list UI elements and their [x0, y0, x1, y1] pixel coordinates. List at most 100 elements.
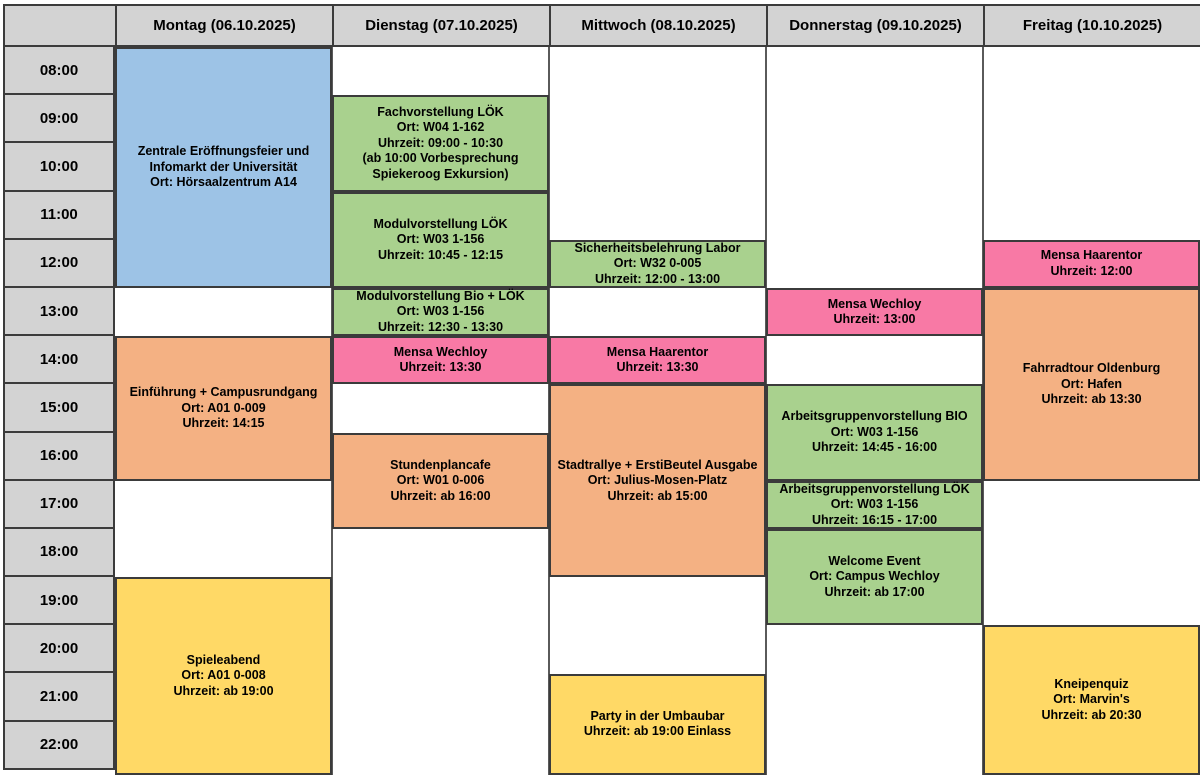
day-header-freitag: Freitag (10.10.2025) [983, 6, 1200, 45]
event-line: (ab 10:00 Vorbesprechung Spiekeroog Exku… [362, 151, 519, 181]
event-mensa-wechloy-donnerstag[interactable]: Mensa Wechloy Uhrzeit: 13:00 [766, 288, 983, 337]
event-line: Ort: Marvin's [1053, 692, 1130, 707]
event-line: Uhrzeit: 12:30 - 13:30 [377, 319, 504, 334]
event-line: Ort: W03 1-156 [396, 304, 485, 319]
event-line: Uhrzeit: 14:45 - 16:00 [811, 440, 938, 455]
day-column-freitag: Mensa Haarentor Uhrzeit: 12:00 Fahrradtour… [983, 47, 1200, 775]
event-line: Ort: Julius-Mosen-Platz [587, 473, 728, 488]
time-label-20-00: 20:00 [3, 625, 115, 674]
event-line: Uhrzeit: 09:00 - 10:30 [377, 135, 504, 150]
time-label-16-00: 16:00 [3, 432, 115, 481]
event-sicherheitsbelehrung-labor[interactable]: Sicherheitsbelehrung Labor Ort: W32 0-005… [549, 239, 766, 288]
event-line: Ort: W01 0-006 [396, 473, 485, 488]
event-line: Uhrzeit: ab 15:00 [607, 488, 708, 503]
event-line: Ort: Campus Wechloy [809, 569, 940, 584]
event-line: Modulvorstellung LÖK [373, 216, 508, 231]
time-label-18-00: 18:00 [3, 528, 115, 578]
event-line: Mensa Wechloy [827, 296, 922, 311]
column-separator [331, 47, 333, 775]
time-label-13-00: 13:00 [3, 287, 115, 337]
header-row: Montag (06.10.2025) Dienstag (07.10.2025)… [3, 4, 1200, 47]
time-label-17-00: 17:00 [3, 480, 115, 529]
event-line: Uhrzeit: ab 13:30 [1041, 392, 1142, 407]
event-line: Mensa Haarentor [1040, 248, 1143, 263]
event-stadtrallye-erstibeutel[interactable]: Stadtrallye + ErstiBeutel Ausgabe Ort: Ju… [549, 384, 766, 578]
event-line: Uhrzeit: ab 17:00 [824, 584, 925, 599]
day-column-dienstag: Fachvorstellung LÖK Ort: W04 1-162 Uhrzeit… [332, 47, 549, 775]
corner-cell [3, 6, 115, 45]
event-arbeitsgruppenvorstellung-bio[interactable]: Arbeitsgruppenvorstellung BIO Ort: W03 1-… [766, 384, 983, 481]
event-line: Ort: Hörsaalzentrum A14 [150, 175, 297, 190]
event-fachvorstellung-loek[interactable]: Fachvorstellung LÖK Ort: W04 1-162 Uhrzeit… [332, 95, 549, 192]
event-line: Fahrradtour Oldenburg [1022, 361, 1161, 376]
event-line: Uhrzeit: 13:30 [616, 360, 699, 375]
event-stundenplancafe[interactable]: Stundenplancafe Ort: W01 0-006 Uhrzeit: ab… [332, 432, 549, 529]
event-line: Kneipenquiz [1054, 676, 1129, 691]
event-line: Ort: W03 1-156 [830, 424, 919, 439]
event-einfuehrung-campusrundgang[interactable]: Einführung + Campusrundgang Ort: A01 0-00… [115, 336, 332, 481]
event-line: Ort: W04 1-162 [396, 120, 485, 135]
event-line: Uhrzeit: 10:45 - 12:15 [377, 247, 504, 262]
event-line: Fachvorstellung LÖK [377, 104, 504, 119]
time-label-15-00: 15:00 [3, 384, 115, 433]
time-label-14-00: 14:00 [3, 336, 115, 385]
time-column: 08:00 09:00 10:00 11:00 12:00 13:00 14:00 15:00… [3, 47, 115, 770]
event-line: Welcome Event [828, 553, 921, 568]
event-line: Stadtrallye + ErstiBeutel Ausgabe [557, 457, 758, 472]
event-zentrale-eroeffnungsfeier[interactable]: Zentrale Eröffnungsfeier und Infomarkt d… [115, 47, 332, 288]
event-line: Spieleabend [186, 652, 261, 667]
event-line: Uhrzeit: 14:15 [182, 416, 265, 431]
event-line: Uhrzeit: 16:15 - 17:00 [811, 512, 938, 527]
time-label-22-00: 22:00 [3, 721, 115, 770]
time-label-09-00: 09:00 [3, 95, 115, 144]
event-party-umbaubar[interactable]: Party in der Umbaubar Uhrzeit: ab 19:00 E… [549, 673, 766, 775]
day-header-montag: Montag (06.10.2025) [115, 6, 332, 45]
day-header-dienstag: Dienstag (07.10.2025) [332, 6, 549, 45]
event-line: Ort: A01 0-009 [181, 400, 266, 415]
event-spieleabend[interactable]: Spieleabend Ort: A01 0-008 Uhrzeit: ab 19:… [115, 577, 332, 775]
day-header-donnerstag: Donnerstag (09.10.2025) [766, 6, 983, 45]
event-line: Ort: W03 1-156 [830, 497, 919, 512]
time-label-11-00: 11:00 [3, 191, 115, 240]
event-welcome-event[interactable]: Welcome Event Ort: Campus Wechloy Uhrzeit:… [766, 529, 983, 626]
event-line: Arbeitsgruppenvorstellung BIO [781, 409, 968, 424]
event-fahrradtour-oldenburg[interactable]: Fahrradtour Oldenburg Ort: Hafen Uhrzeit: … [983, 288, 1200, 481]
event-line: Uhrzeit: ab 20:30 [1041, 707, 1142, 722]
time-label-21-00: 21:00 [3, 673, 115, 722]
event-line: Uhrzeit: ab 16:00 [390, 488, 491, 503]
event-line: Uhrzeit: 12:00 - 13:00 [594, 271, 721, 286]
event-modulvorstellung-bio-loek[interactable]: Modulvorstellung Bio + LÖK Ort: W03 1-156… [332, 288, 549, 337]
day-header-mittwoch: Mittwoch (08.10.2025) [549, 6, 766, 45]
event-line: Ort: W32 0-005 [613, 256, 702, 271]
time-label-10-00: 10:00 [3, 143, 115, 192]
event-line: Zentrale Eröffnungsfeier und Infomarkt d… [137, 144, 310, 174]
event-arbeitsgruppenvorstellung-loek[interactable]: Arbeitsgruppenvorstellung LÖK Ort: W03 1-… [766, 480, 983, 529]
event-kneipenquiz[interactable]: Kneipenquiz Ort: Marvin's Uhrzeit: ab 20:3… [983, 625, 1200, 775]
event-line: Party in der Umbaubar [590, 708, 725, 723]
time-label-19-00: 19:00 [3, 577, 115, 626]
weekly-timetable: Montag (06.10.2025) Dienstag (07.10.2025)… [3, 4, 1200, 775]
event-line: Sicherheitsbelehrung Labor [574, 240, 741, 255]
event-line: Modulvorstellung Bio + LÖK [356, 288, 525, 303]
event-mensa-haarentor-mittwoch[interactable]: Mensa Haarentor Uhrzeit: 13:30 [549, 336, 766, 385]
event-mensa-haarentor-freitag[interactable]: Mensa Haarentor Uhrzeit: 12:00 [983, 239, 1200, 288]
day-column-mittwoch: Sicherheitsbelehrung Labor Ort: W32 0-005… [549, 47, 766, 775]
event-line: Uhrzeit: ab 19:00 [173, 683, 274, 698]
event-line: Arbeitsgruppenvorstellung LÖK [779, 481, 970, 496]
event-line: Uhrzeit: 13:00 [833, 312, 916, 327]
event-line: Mensa Haarentor [606, 344, 709, 359]
event-line: Einführung + Campusrundgang [129, 385, 318, 400]
time-label-12-00: 12:00 [3, 239, 115, 288]
event-line: Ort: A01 0-008 [181, 668, 266, 683]
event-line: Stundenplancafe [390, 457, 491, 472]
day-column-donnerstag: Mensa Wechloy Uhrzeit: 13:00 Arbeitsgruppe… [766, 47, 983, 775]
event-line: Mensa Wechloy [393, 344, 488, 359]
event-modulvorstellung-loek[interactable]: Modulvorstellung LÖK Ort: W03 1-156 Uhrzei… [332, 191, 549, 288]
event-line: Ort: Hafen [1060, 376, 1123, 391]
time-label-08-00: 08:00 [3, 47, 115, 96]
event-line: Ort: W03 1-156 [396, 232, 485, 247]
event-mensa-wechloy-dienstag[interactable]: Mensa Wechloy Uhrzeit: 13:30 [332, 336, 549, 385]
event-line: Uhrzeit: 12:00 [1050, 263, 1133, 278]
event-line: Uhrzeit: ab 19:00 Einlass [583, 724, 732, 739]
